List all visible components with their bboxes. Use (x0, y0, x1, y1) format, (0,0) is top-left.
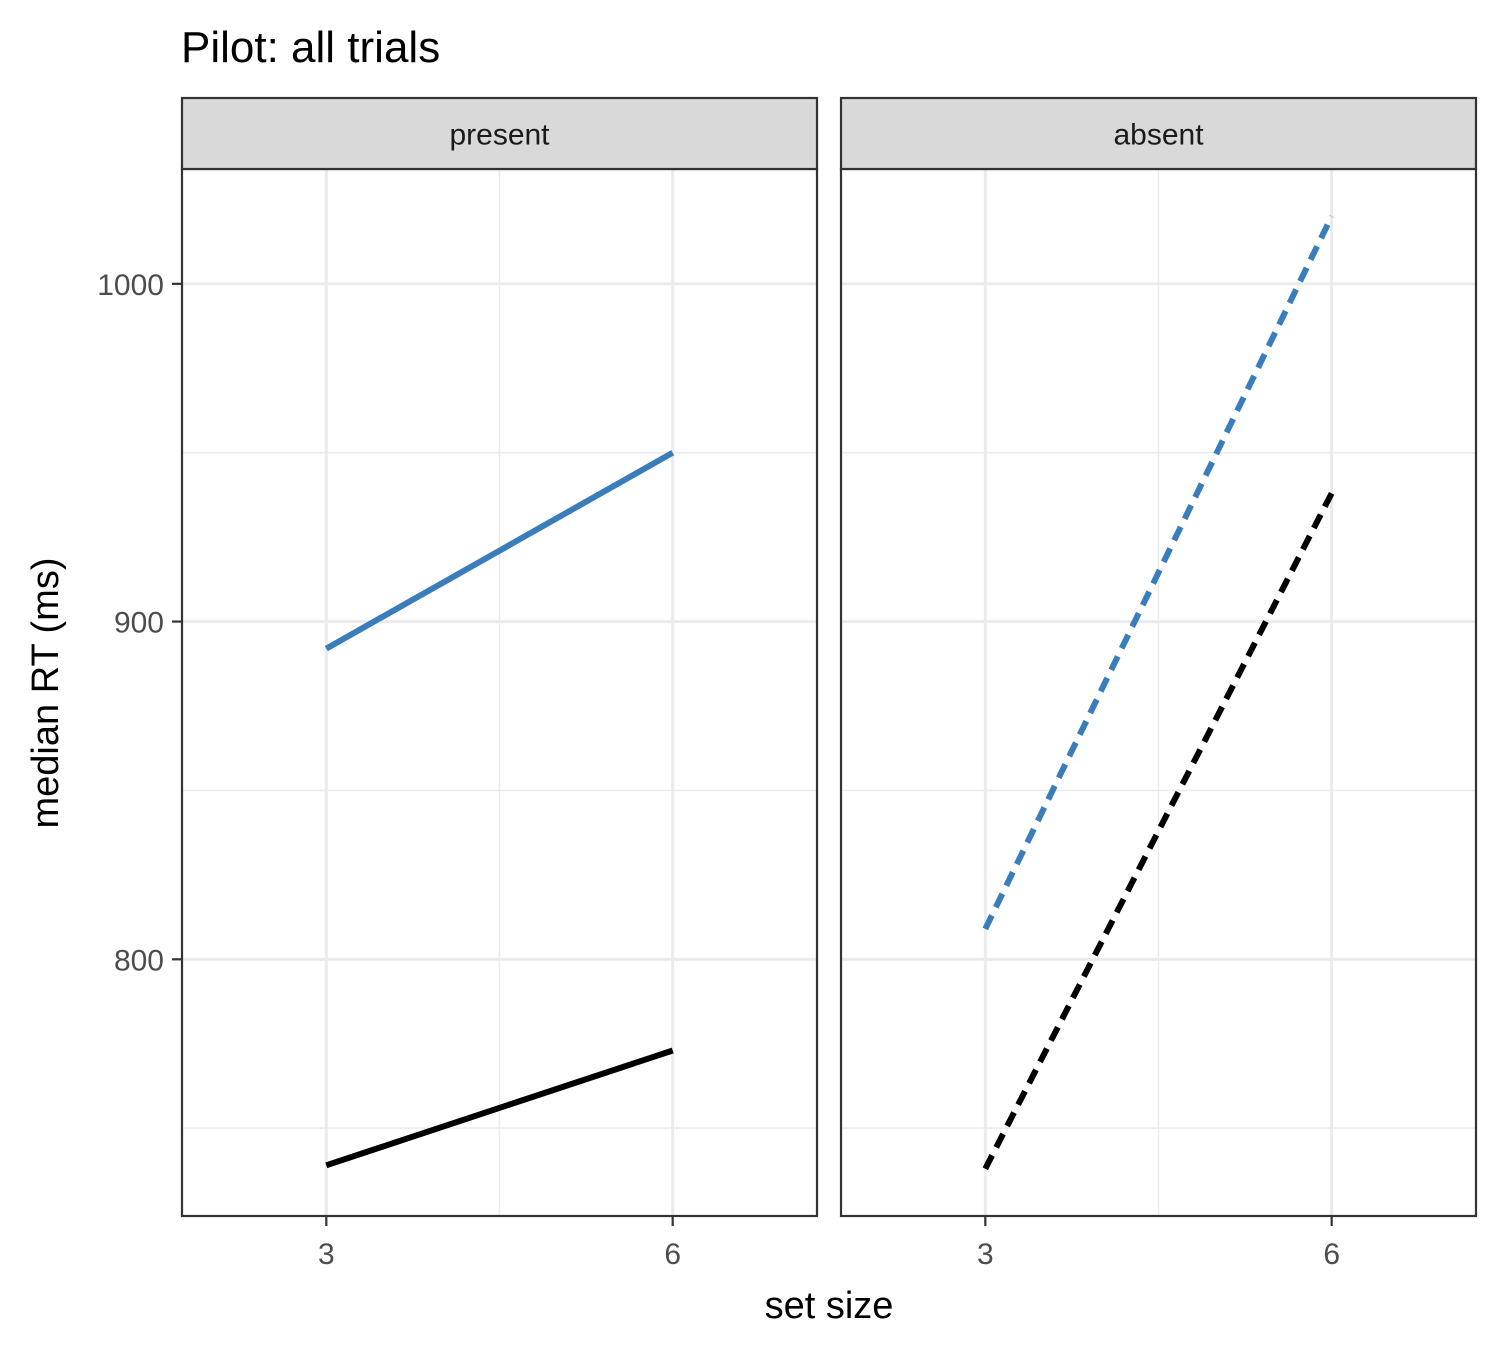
x-tick-label: 6 (664, 1238, 681, 1271)
strip-background (180, 96, 819, 171)
facet-panel-present: present 3 6 (180, 96, 819, 1271)
y-tick-label: 900 (114, 607, 164, 640)
facet-panels: present 3 6 absent 3 6 (180, 96, 1478, 1271)
y-tick-label: 800 (114, 944, 164, 977)
series-line-absent-2 (982, 491, 1335, 1171)
x-tick-label: 3 (318, 1238, 335, 1271)
x-tick-label: 3 (977, 1238, 994, 1271)
series-line-present-2 (325, 1047, 674, 1169)
y-axis: 800 900 1000 (97, 269, 182, 977)
strip-label: present (449, 119, 550, 152)
x-axis-title: set size (765, 1285, 894, 1327)
facet-panel-absent: absent 3 6 (839, 96, 1478, 1271)
strip-label: absent (1113, 119, 1204, 152)
x-tick-label: 6 (1323, 1238, 1340, 1271)
chart-title: Pilot: all trials (181, 23, 440, 72)
series-line-absent-1 (982, 214, 1335, 931)
y-tick-label: 1000 (97, 269, 164, 302)
series-line-present-1 (324, 450, 675, 652)
strip-background (839, 96, 1478, 171)
y-axis-title: median RT (ms) (25, 558, 67, 829)
